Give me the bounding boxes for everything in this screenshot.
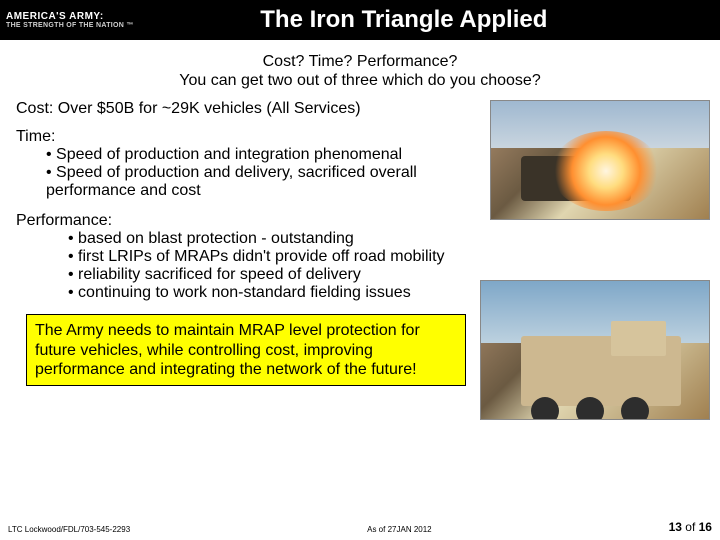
time-bullet: Speed of production and delivery, sacrif…	[46, 164, 456, 200]
page-total: 16	[699, 520, 712, 534]
performance-bullet: continuing to work non-standard fielding…	[68, 284, 456, 302]
performance-heading: Performance:	[16, 212, 456, 230]
time-bullets: Speed of production and integration phen…	[16, 146, 456, 200]
slide-header: AMERICA'S ARMY: THE STRENGTH OF THE NATI…	[0, 0, 720, 40]
performance-bullet: based on blast protection - outstanding	[68, 230, 456, 248]
footer-asof: As of 27JAN 2012	[367, 525, 431, 534]
performance-bullet: first LRIPs of MRAPs didn't provide off …	[68, 248, 456, 266]
vehicle-blast-photo	[490, 100, 710, 220]
mrap-vehicle-photo	[480, 280, 710, 420]
logo-line-2: THE STRENGTH OF THE NATION ™	[6, 22, 134, 30]
time-section: Time: Speed of production and integratio…	[16, 128, 456, 200]
subhead-line-2: You can get two out of three which do yo…	[0, 71, 720, 90]
performance-section: Performance: based on blast protection -…	[16, 212, 456, 302]
page-number: 13 of 16	[669, 520, 712, 534]
time-heading: Time:	[16, 128, 456, 146]
footer-left: LTC Lockwood/FDL/703-545-2293	[8, 525, 130, 534]
performance-bullet: reliability sacrificed for speed of deli…	[68, 266, 456, 284]
performance-bullets: based on blast protection - outstanding …	[16, 230, 456, 302]
page-current: 13	[669, 520, 682, 534]
slide-title: The Iron Triangle Applied	[134, 6, 714, 34]
logo-line-1: AMERICA'S ARMY:	[6, 11, 134, 22]
slide-footer: LTC Lockwood/FDL/703-545-2293 As of 27JA…	[8, 520, 712, 534]
callout-box: The Army needs to maintain MRAP level pr…	[26, 314, 466, 386]
subheading: Cost? Time? Performance? You can get two…	[0, 52, 720, 90]
subhead-line-1: Cost? Time? Performance?	[0, 52, 720, 71]
army-logo: AMERICA'S ARMY: THE STRENGTH OF THE NATI…	[6, 9, 134, 32]
page-of: of	[682, 520, 699, 534]
time-bullet: Speed of production and integration phen…	[46, 146, 456, 164]
